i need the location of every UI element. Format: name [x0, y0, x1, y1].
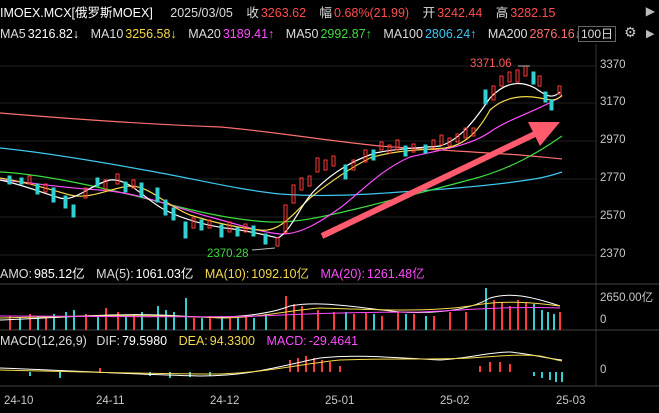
ma10-value: 3256.58↓ — [125, 27, 177, 41]
open-value: 3242.44 — [437, 6, 483, 20]
amo-value: 985.12亿 — [33, 267, 85, 281]
quote-date: 2025/03/05 — [170, 6, 233, 20]
vol-ma20-value: 1261.48亿 — [366, 267, 425, 281]
ma100-label: MA100 — [383, 27, 423, 41]
macd-legend: MACD(12,26,9) DIF: 79.5980 DEA: 94.3300 MA… — [0, 333, 362, 349]
macd-axis-zero: 0 — [600, 364, 607, 376]
date-tick: 25-01 — [325, 395, 355, 407]
high-price-annotation: 3371.06 — [470, 58, 512, 70]
ma100-value: 2806.24↑ — [424, 27, 477, 41]
price-tick: 2370 — [600, 248, 626, 260]
price-tick: 2970 — [600, 134, 626, 146]
amo-label: AMO: — [0, 267, 32, 281]
date-tick: 24-11 — [96, 395, 125, 407]
date-tick: 24-12 — [210, 395, 240, 407]
ma10-line — [0, 94, 563, 231]
quote-header: IMOEX.MCX[俄罗斯MOEX] 2025/03/05 收 3263.62 幅… — [0, 5, 559, 21]
change-label: 幅 — [319, 6, 333, 20]
ma5-line — [0, 82, 561, 239]
ma20-label: MA20 — [188, 27, 221, 41]
price-tick: 2570 — [600, 210, 626, 222]
dea-label: DEA: — [178, 334, 208, 348]
date-tick: 24-10 — [4, 395, 34, 407]
price-tick: 2770 — [600, 172, 626, 184]
settings-gear-icon[interactable]: ⚙ — [624, 24, 637, 40]
close-value: 3263.62 — [260, 6, 307, 20]
volume-axis-zero: 0 — [600, 314, 607, 326]
scroll-right-icon[interactable]: ▶ — [645, 4, 655, 18]
vol-ma20-label: MA(20): — [320, 267, 365, 281]
price-tick: 3170 — [600, 96, 626, 108]
ma10-label: MA10 — [90, 27, 124, 41]
price-tick: 3370 — [600, 59, 626, 71]
ma50-value: 2992.87↑ — [320, 27, 372, 41]
close-label: 收 — [246, 6, 259, 20]
ma50-line — [0, 135, 563, 223]
macd-params-label: MACD(12,26,9) — [0, 334, 87, 348]
high-value: 3282.15 — [510, 6, 556, 20]
dif-value: 79.5980 — [121, 334, 168, 348]
date-tick: 25-03 — [556, 395, 586, 407]
high-label: 高 — [495, 6, 509, 20]
vol-ma5-value: 1061.03亿 — [135, 267, 194, 281]
date-axis: 24-10 24-11 24-12 25-01 25-02 25-03 — [0, 395, 659, 411]
macd-value: -29.4641 — [308, 334, 359, 348]
ma-legend: MA5 3216.82↓ MA10 3256.58↓ MA20 3189.41↑ MA… — [0, 26, 585, 42]
low-price-annotation: 2370.28 — [207, 248, 249, 260]
ma200-label: MA200 — [487, 27, 528, 41]
volume-legend: AMO: 985.12亿 MA(5): 1061.03亿 MA(10): 1092.1… — [0, 266, 429, 282]
volume-bars — [0, 288, 561, 330]
ma50-label: MA50 — [285, 27, 319, 41]
instrument-title[interactable]: IMOEX.MCX[俄罗斯MOEX] — [0, 6, 153, 20]
vol-ma10-value: 1092.10亿 — [251, 267, 309, 281]
candlesticks — [7, 65, 562, 247]
macd-histogram — [0, 351, 563, 382]
ma20-line — [0, 95, 563, 235]
ma200-value: 2876.16↓ — [529, 27, 581, 41]
vol-ma10-label: MA(10): — [204, 267, 250, 281]
volume-axis-max: 2650.00亿 — [600, 292, 654, 304]
ma20-value: 3189.41↑ — [222, 27, 275, 41]
ma5-value: 3216.82↓ — [27, 27, 80, 41]
macd-label: MACD: — [266, 334, 307, 348]
period-select-label: 100日 — [581, 27, 614, 41]
trend-arrow — [320, 122, 560, 239]
scroll-right-icon-2[interactable]: ▶ — [646, 28, 655, 40]
open-label: 开 — [422, 6, 436, 20]
dif-label: DIF: — [96, 334, 120, 348]
date-tick: 25-02 — [440, 395, 470, 407]
ma5-label: MA5 — [0, 27, 26, 41]
ma100-line — [0, 147, 563, 197]
dea-value: 94.3300 — [209, 334, 255, 348]
vol-ma5-label: MA(5): — [96, 267, 134, 281]
ma200-line — [0, 112, 563, 160]
change-value: 0.68%(21.99) — [334, 6, 410, 20]
period-select-button[interactable]: 100日 — [578, 26, 617, 42]
